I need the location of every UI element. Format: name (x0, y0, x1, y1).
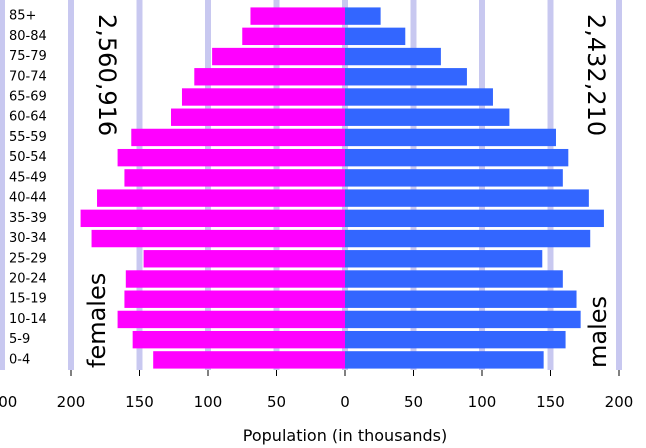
category-label-55-59: 55-59 (9, 130, 47, 145)
female-bar-5-9 (132, 330, 345, 349)
female-bar-80-84 (242, 27, 345, 46)
female-bar-45-49 (124, 169, 346, 187)
grid-line (0, 0, 5, 370)
category-label-20-24: 20-24 (9, 272, 47, 287)
female-bar-50-54 (117, 148, 345, 167)
category-label-40-44: 40-44 (9, 191, 47, 206)
male-bar-35-39 (345, 209, 604, 228)
category-label-25-29: 25-29 (9, 251, 47, 266)
male-bar-80-84 (345, 27, 406, 46)
category-label-0-4: 0-4 (9, 352, 30, 367)
x-tick-label: 0 (340, 393, 350, 411)
male-bar-70-74 (345, 68, 467, 86)
male-bar-65-69 (345, 88, 493, 106)
x-tick-label: 200 (605, 393, 634, 411)
male-bar-85+ (345, 7, 381, 25)
female-bar-30-34 (91, 229, 345, 248)
x-tick-label-edge: 200 (0, 393, 17, 411)
female-bar-15-19 (124, 290, 346, 308)
female-bar-85+ (250, 7, 345, 25)
females-series-label: females (83, 273, 111, 368)
x-tick-label: 200 (57, 393, 86, 411)
male-bar-15-19 (345, 290, 577, 308)
category-label-80-84: 80-84 (9, 29, 47, 44)
category-label-70-74: 70-74 (9, 69, 47, 84)
female-bar-20-24 (125, 270, 345, 288)
male-bar-75-79 (345, 47, 441, 66)
female-bar-10-14 (117, 310, 345, 329)
category-label-85+: 85+ (9, 9, 36, 24)
x-tick-label: 150 (125, 393, 154, 411)
males-series-label: males (584, 296, 612, 368)
category-label-strip (5, 0, 67, 376)
male-bar-60-64 (345, 108, 510, 126)
grid-line (616, 0, 622, 370)
bars (80, 7, 604, 369)
x-tick-label: 50 (404, 393, 423, 411)
x-tick-label: 150 (536, 393, 565, 411)
female-bar-75-79 (212, 47, 345, 66)
male-bar-55-59 (345, 128, 556, 147)
category-labels: 0-4 5-9 10-14 15-19 20-24 25-29 30-34 35-39 40-4… (9, 9, 47, 368)
female-bar-25-29 (143, 250, 345, 268)
category-label-50-54: 50-54 (9, 150, 47, 165)
grid-line (68, 0, 74, 370)
category-label-35-39: 35-39 (9, 211, 47, 226)
female-bar-65-69 (181, 88, 345, 106)
category-label-75-79: 75-79 (9, 49, 47, 64)
category-label-10-14: 10-14 (9, 312, 47, 327)
male-bar-0-4 (345, 351, 544, 369)
males-total-label: 2,432,210 (582, 14, 610, 136)
female-bar-60-64 (171, 108, 345, 126)
male-bar-10-14 (345, 310, 581, 329)
category-label-15-19: 15-19 (9, 292, 47, 307)
male-bar-20-24 (345, 270, 563, 288)
male-bar-50-54 (345, 148, 569, 167)
category-label-5-9: 5-9 (9, 332, 30, 347)
x-tick-label: 100 (194, 393, 223, 411)
female-bar-40-44 (97, 189, 345, 207)
females-total-label: 2,560,916 (93, 14, 121, 136)
male-bar-5-9 (345, 330, 566, 349)
category-label-60-64: 60-64 (9, 110, 47, 125)
male-bar-30-34 (345, 229, 591, 248)
female-bar-70-74 (194, 68, 345, 86)
male-bar-40-44 (345, 189, 589, 207)
female-bar-0-4 (153, 351, 345, 369)
category-label-30-34: 30-34 (9, 231, 47, 246)
x-tick-label: 50 (267, 393, 286, 411)
female-bar-35-39 (80, 209, 345, 228)
x-axis-ticks: 200 150 100 50 0 50 100 150 200 200 (0, 370, 633, 411)
male-bar-25-29 (345, 250, 543, 268)
male-bar-45-49 (345, 169, 563, 187)
x-tick-label: 100 (468, 393, 497, 411)
x-axis-title: Population (in thousands) (243, 426, 447, 445)
category-label-45-49: 45-49 (9, 170, 47, 185)
female-bar-55-59 (131, 128, 345, 147)
category-label-65-69: 65-69 (9, 90, 47, 105)
